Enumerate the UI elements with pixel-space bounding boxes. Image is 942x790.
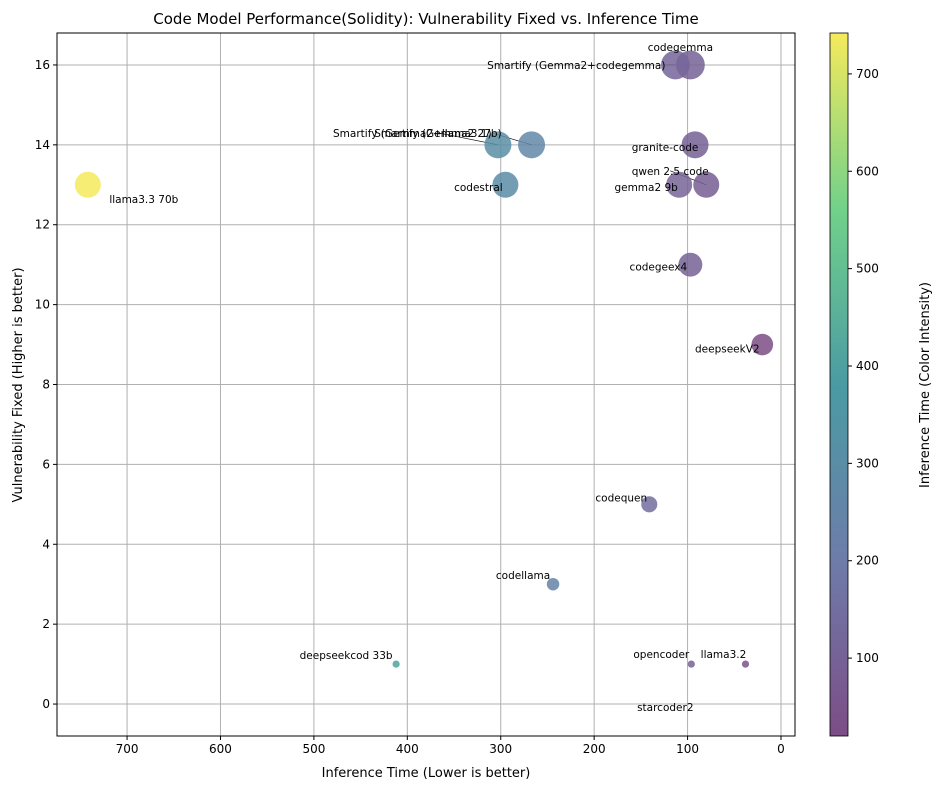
point-label: llama3.2 [701,649,747,661]
data-points [74,50,774,668]
point-label: gemma2 9b [614,182,678,194]
x-tick-label: 500 [302,742,325,756]
point-label: codestral [454,182,503,194]
y-tick-label: 10 [35,298,50,312]
colorbar-tick-label: 500 [856,262,879,276]
point-label: codellama [496,570,550,582]
x-tick-label: 100 [676,742,699,756]
point-label: codegemma [648,42,713,54]
data-point [392,660,400,668]
colorbar-tick-label: 200 [856,554,879,568]
point-label: Smartify (Gemma2 27b) [374,128,501,140]
x-tick-label: 400 [396,742,419,756]
y-tick-label: 2 [42,617,50,631]
data-point [681,131,709,159]
point-label: codegeex4 [630,262,688,274]
x-tick-label: 300 [489,742,512,756]
axis-ticks: 700 600 500 400 300 200 100 0 0 2 4 6 8 10 12 14 16 [35,58,785,756]
y-tick-label: 12 [35,218,50,232]
point-label: deepseekV2 [695,344,760,356]
data-point [687,660,695,668]
y-tick-label: 6 [42,457,50,471]
colorbar-tick-label: 300 [856,456,879,470]
data-point [661,50,690,80]
data-point [492,171,519,198]
x-tick-label: 700 [116,742,139,756]
y-tick-label: 4 [42,537,50,551]
x-tick-label: 200 [583,742,606,756]
chart-title: Code Model Performance(Solidity): Vulner… [153,10,698,28]
data-point [74,171,101,198]
data-point [546,577,560,591]
point-label: codequen [595,492,647,504]
point-label: opencoder [633,649,690,661]
y-tick-label: 0 [42,697,50,711]
data-point [666,171,693,198]
point-label: llama3.3 70b [109,194,178,206]
data-point [518,131,546,159]
y-tick-label: 14 [35,138,50,152]
x-tick-label: 0 [777,742,785,756]
data-point [751,333,774,356]
x-tick-label: 600 [209,742,232,756]
data-point [641,496,658,513]
y-tick-label: 16 [35,58,50,72]
point-label: deepseekcod 33b [300,650,393,662]
colorbar-tick-label: 600 [856,164,879,178]
point-labels: codegemma Smartify (Gemma2+codegemma) gran… [109,42,759,714]
colorbar-tick-label: 400 [856,359,879,373]
colorbar-ticks: 100 200 300 400 500 600 700 [848,67,879,665]
y-tick-label: 8 [42,378,50,392]
colorbar [829,32,849,737]
point-label: granite-code [632,142,699,154]
data-point [741,660,750,668]
data-point [484,131,512,159]
y-axis-label: Vulnerability Fixed (Higher is better) [11,267,26,502]
point-label: qwen 2.5 code [632,166,709,178]
colorbar-tick-label: 700 [856,67,879,81]
colorbar-label: Inference Time (Color Intensity) [918,282,933,488]
point-label: Smartify (Gemma2+llama3.1) [333,128,492,140]
grid-lines [57,33,795,736]
data-point [693,171,720,198]
point-label: starcoder2 [637,702,693,714]
x-axis-label: Inference Time (Lower is better) [322,766,531,781]
data-point [678,252,703,277]
point-label: Smartify (Gemma2+codegemma) [487,60,665,72]
colorbar-tick-label: 100 [856,651,879,665]
